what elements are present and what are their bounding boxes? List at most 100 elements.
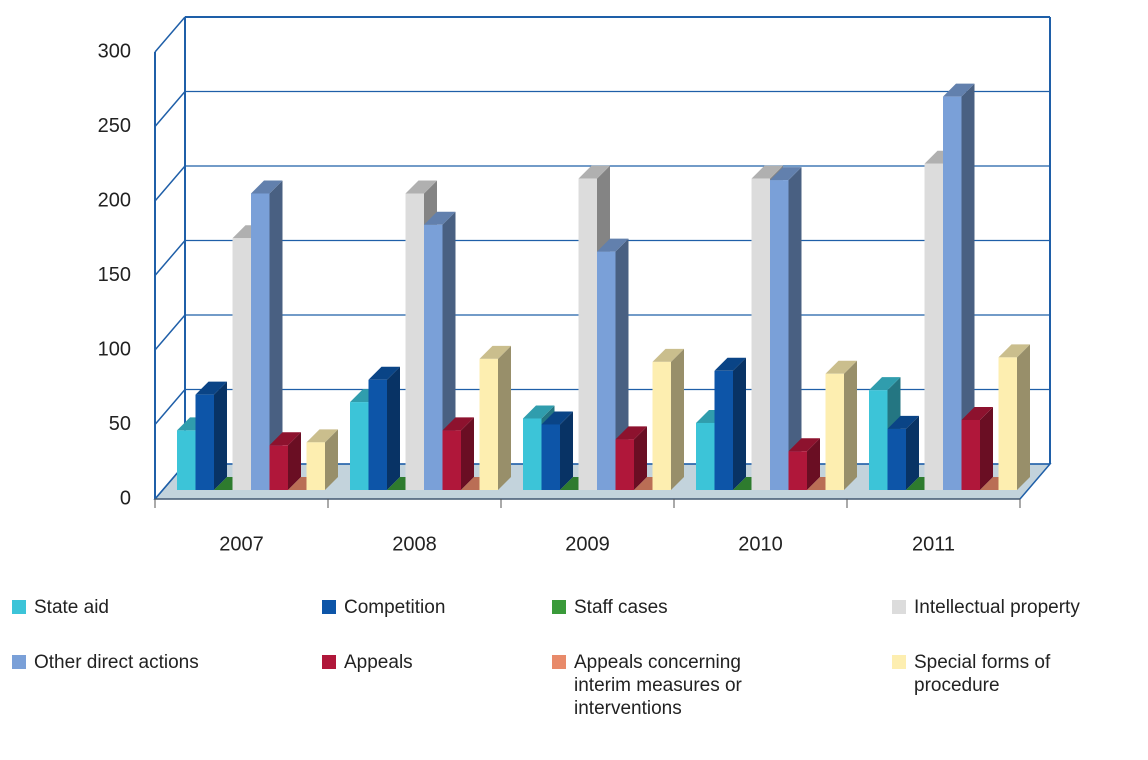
bar-front: [578, 178, 597, 490]
bar-top: [597, 238, 629, 252]
legend-label: Other direct actions: [34, 652, 199, 673]
bar-side: [387, 366, 400, 490]
bar-side: [442, 211, 456, 490]
bar-side: [461, 417, 474, 490]
bar-front: [442, 430, 461, 490]
bar: [306, 429, 338, 490]
bar-top: [424, 211, 456, 225]
grid-line: [154, 165, 186, 202]
bar: [943, 83, 975, 490]
bar-front: [405, 193, 424, 491]
bar-front: [541, 424, 560, 490]
bar-top: [251, 180, 283, 194]
bar-top: [788, 438, 820, 452]
bar: [424, 211, 456, 490]
bar-front: [961, 419, 980, 490]
bar-top: [825, 360, 857, 374]
x-tick-label: 2011: [912, 533, 955, 555]
legend-label: Appeals concerning interim measures or i…: [574, 652, 742, 719]
legend-label: Appeals: [344, 652, 413, 673]
bar-front: [368, 379, 387, 490]
bar-front: [943, 96, 962, 490]
bar-side: [733, 357, 746, 490]
bar-top: [442, 417, 474, 431]
bar-front: [869, 390, 888, 490]
legend-label: Intellectual property: [914, 597, 1080, 618]
bar-top: [887, 415, 919, 429]
bar: [195, 381, 227, 490]
bar: [368, 366, 400, 490]
bar-front: [479, 358, 498, 490]
bar-top: [652, 348, 684, 362]
bar-top: [269, 432, 301, 446]
bar: [442, 417, 474, 490]
bar-top: [961, 406, 993, 420]
bar: [961, 406, 993, 490]
bar: [269, 432, 301, 490]
bar-front: [523, 418, 542, 490]
legend-label: Staff cases: [574, 597, 668, 618]
bar-side: [671, 348, 684, 490]
bar-side: [961, 83, 975, 490]
bar: [770, 167, 802, 490]
bar: [652, 348, 684, 490]
bar-front: [195, 394, 214, 490]
legend-swatch: [12, 655, 26, 669]
bar-top: [306, 429, 338, 443]
bar-front: [825, 373, 844, 490]
bar-top: [541, 411, 573, 425]
bar-side: [634, 426, 647, 490]
bar-front: [269, 445, 288, 490]
bar-side: [498, 345, 511, 490]
bar-front: [306, 442, 325, 490]
bar-front: [887, 428, 906, 490]
bar-front: [751, 178, 770, 490]
bar-top: [523, 405, 555, 419]
legend-label: State aid: [34, 597, 109, 618]
bar: [887, 415, 919, 490]
bar: [714, 357, 746, 490]
bar-front: [350, 402, 369, 490]
bar-front: [924, 163, 943, 490]
bar-top: [405, 180, 437, 194]
bar-front: [232, 238, 251, 490]
bar: [615, 426, 647, 490]
bar-front: [998, 357, 1017, 490]
y-tick-label: 100: [98, 338, 131, 360]
bar: [998, 344, 1030, 490]
legend-swatch: [892, 655, 906, 669]
bar-top: [943, 83, 975, 97]
bar-side: [1017, 344, 1030, 490]
legend-item: State aid: [12, 596, 109, 619]
bar-front: [788, 451, 807, 490]
legend-item: Staff cases: [552, 596, 668, 619]
bar-front: [770, 180, 789, 490]
bar: [541, 411, 573, 490]
y-tick-label: 200: [98, 189, 131, 211]
bar-front: [424, 224, 443, 490]
bar-front: [652, 361, 671, 490]
bar-side: [214, 381, 227, 490]
legend-swatch: [12, 600, 26, 614]
bar-front: [177, 430, 196, 490]
bar-front: [696, 422, 715, 490]
legend-item: Competition: [322, 596, 445, 619]
legend-item: Other direct actions: [12, 651, 199, 674]
legend-label: Competition: [344, 597, 446, 618]
bar-top: [615, 426, 647, 440]
bar-front: [714, 370, 733, 490]
x-tick-label: 2010: [738, 533, 783, 555]
bar-side: [615, 238, 629, 490]
bar-side: [807, 438, 820, 490]
grid-line: [154, 389, 186, 425]
legend-label: Special forms of procedure: [914, 652, 1051, 696]
bar-side: [844, 360, 857, 490]
bar-top: [714, 357, 746, 371]
bar-top: [770, 167, 802, 181]
legend-swatch: [322, 600, 336, 614]
bar-front: [597, 251, 616, 490]
x-tick-label: 2009: [565, 533, 610, 555]
bar-side: [906, 415, 919, 490]
bar-side: [269, 180, 283, 491]
